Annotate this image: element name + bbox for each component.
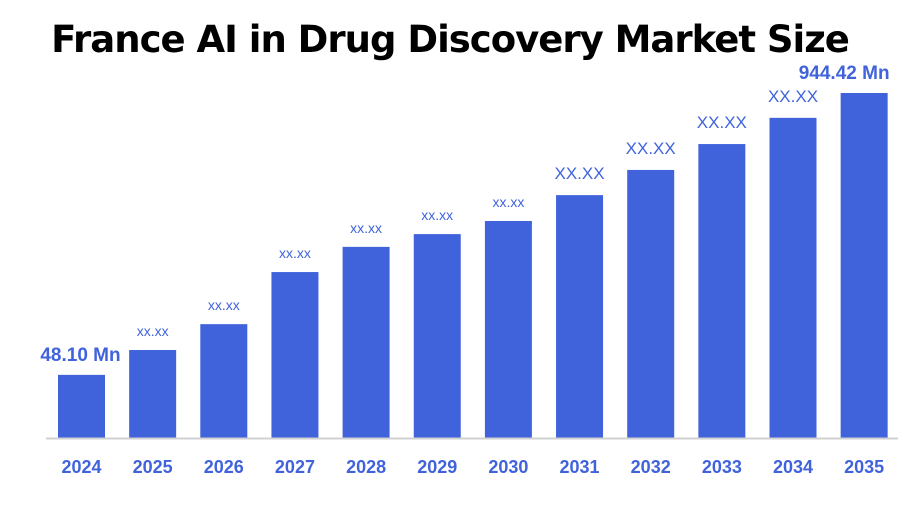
data-label-2031: XX.XX (555, 164, 605, 183)
bar-2030 (484, 220, 532, 438)
bar-2034 (769, 117, 817, 438)
bar-2028 (342, 246, 390, 438)
data-label-2033: XX.XX (697, 113, 747, 132)
data-label-2029: xx.xx (421, 207, 453, 223)
data-label-2025: xx.xx (137, 323, 169, 339)
x-tick-label-2028: 2028 (346, 457, 386, 477)
x-tick-label-2033: 2033 (702, 457, 742, 477)
bar-2032 (627, 169, 675, 438)
data-label-2028: xx.xx (350, 220, 382, 236)
x-tick-label-2035: 2035 (844, 457, 884, 477)
x-tick-label-2030: 2030 (488, 457, 528, 477)
x-tick-label-2031: 2031 (560, 457, 600, 477)
chart-title: France AI in Drug Discovery Market Size (51, 18, 850, 61)
data-label-2026: xx.xx (208, 297, 240, 313)
data-label-2027: xx.xx (279, 245, 311, 261)
data-label-2034: XX.XX (768, 87, 818, 106)
data-label-2032: XX.XX (626, 139, 676, 158)
bar-2033 (698, 144, 746, 438)
bar-2027 (271, 272, 319, 438)
x-tick-label-2032: 2032 (631, 457, 671, 477)
bar-2026 (200, 324, 248, 438)
x-tick-label-2027: 2027 (275, 457, 315, 477)
data-label-2030: xx.xx (492, 194, 524, 210)
bar-2035 (840, 93, 888, 438)
bar-2025 (129, 350, 177, 438)
x-tick-label-2024: 2024 (61, 457, 101, 477)
data-label-2035: 944.42 Mn (799, 63, 890, 84)
bar-2024 (58, 374, 105, 438)
x-tick-label-2025: 2025 (133, 457, 173, 477)
data-label-2024: 48.10 Mn (40, 345, 120, 366)
x-tick-label-2026: 2026 (204, 457, 244, 477)
bar-2031 (556, 195, 604, 438)
x-tick-label-2034: 2034 (773, 457, 813, 477)
x-tick-label-2029: 2029 (417, 457, 457, 477)
bar-2029 (413, 234, 461, 438)
